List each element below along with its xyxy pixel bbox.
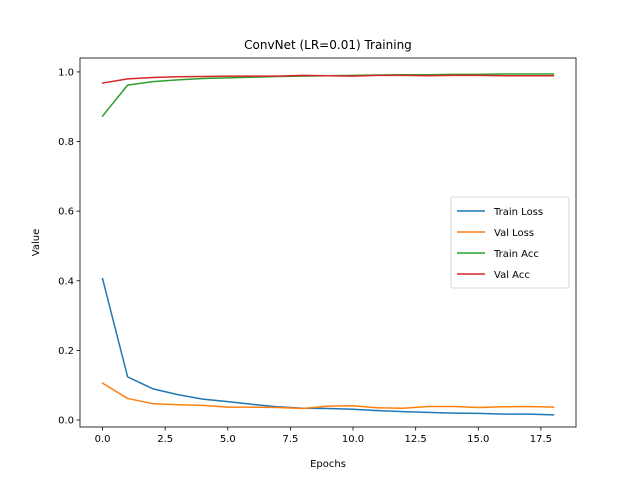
y-tick-label: 0.0: [58, 416, 74, 427]
x-tick-label: 10.0: [342, 434, 364, 445]
x-tick-label: 12.5: [405, 434, 427, 445]
x-tick-label: 0.0: [95, 434, 111, 445]
x-tick-label: 5.0: [220, 434, 236, 445]
y-axis: 0.0 0.2 0.4 0.6 0.8 1.0: [58, 67, 80, 427]
y-tick-label: 0.8: [58, 137, 74, 148]
legend: Train Loss Val Loss Train Acc Val Acc: [450, 196, 570, 289]
legend-label-val-loss: Val Loss: [494, 228, 534, 239]
plot-area: [79, 57, 577, 428]
chart-title: ConvNet (LR=0.01) Training: [244, 38, 412, 52]
legend-label-val-acc: Val Acc: [494, 270, 530, 281]
plot-frame: [79, 57, 577, 428]
x-axis: 0.0 2.5 5.0 7.5 10.0 12.5 15.0 17.5: [95, 427, 552, 445]
y-tick-label: 0.6: [58, 207, 74, 218]
x-axis-label: Epochs: [310, 459, 346, 470]
y-tick-label: 0.2: [58, 346, 74, 357]
legend-label-train-acc: Train Acc: [493, 249, 539, 260]
series-line-val-loss: [101, 382, 555, 410]
y-tick-label: 0.4: [58, 276, 74, 287]
x-tick-label: 2.5: [157, 434, 173, 445]
series-line-train-loss: [101, 277, 555, 416]
x-tick-label: 17.5: [530, 434, 552, 445]
series-line-val-acc: [101, 74, 555, 84]
x-tick-label: 7.5: [282, 434, 298, 445]
x-tick-label: 15.0: [467, 434, 489, 445]
legend-box: [450, 196, 570, 289]
legend-label-train-loss: Train Loss: [493, 207, 543, 218]
y-tick-label: 1.0: [58, 67, 74, 78]
series-layer: [101, 73, 555, 416]
y-axis-label: Value: [31, 229, 42, 256]
